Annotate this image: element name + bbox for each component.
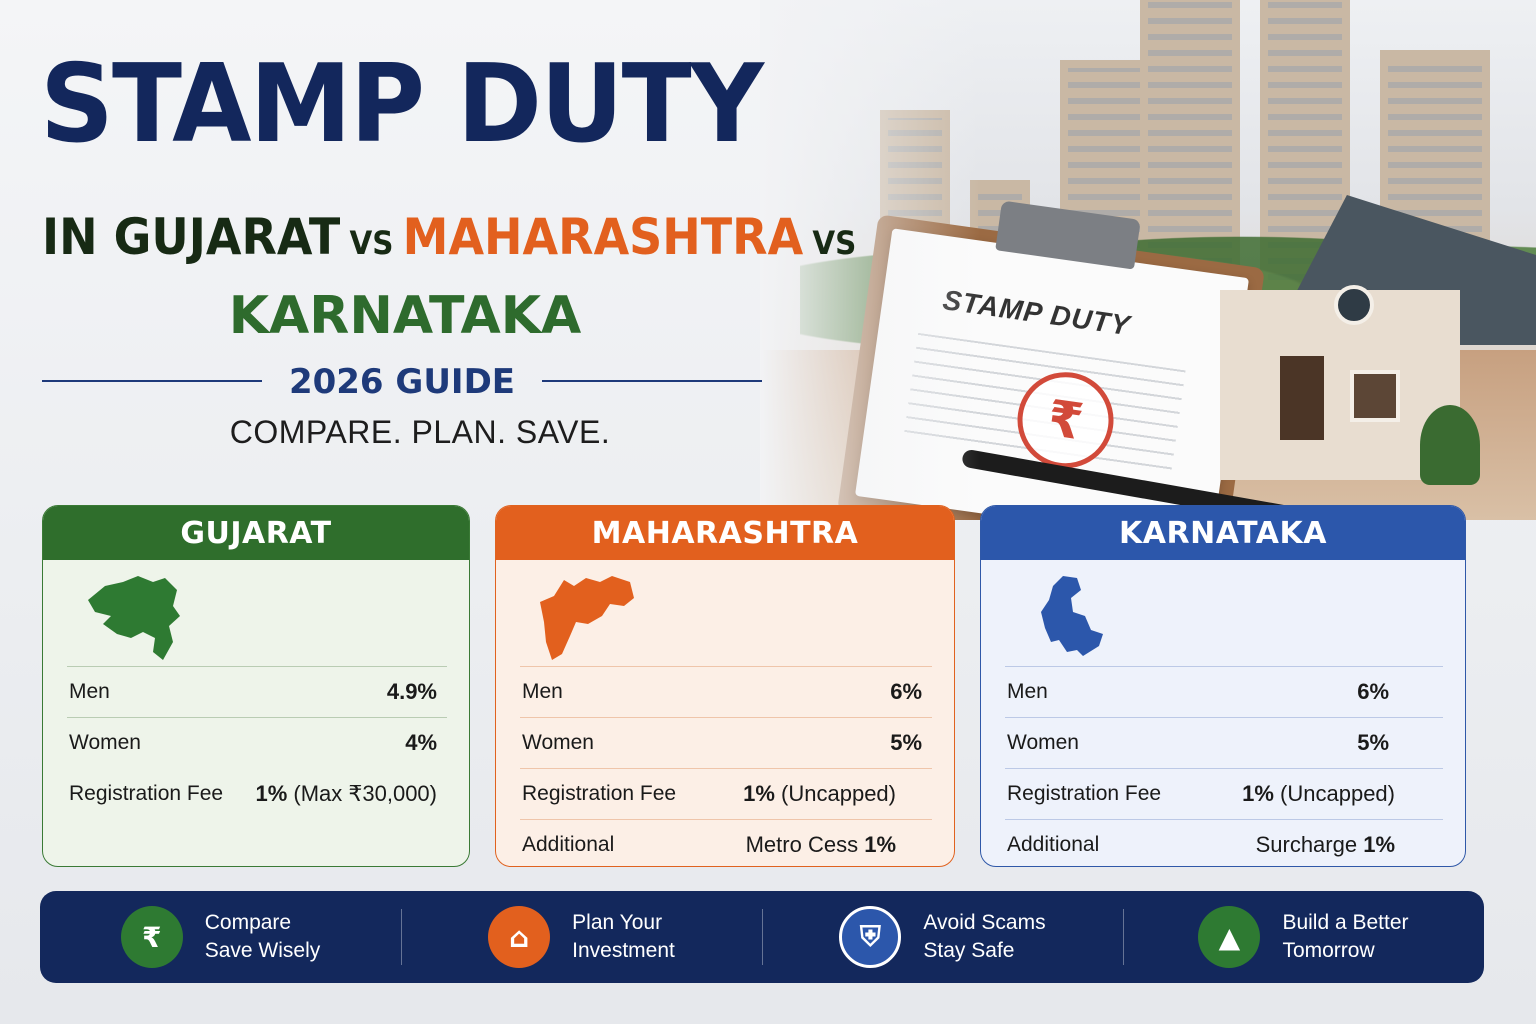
guide-row: 2026 GUIDE bbox=[42, 360, 762, 404]
divider bbox=[42, 380, 262, 382]
feature-line: Save Wisely bbox=[204, 939, 321, 962]
card-title: GUJARAT bbox=[43, 506, 469, 560]
guide-label: 2026 GUIDE bbox=[288, 362, 516, 402]
feature-line: Compare bbox=[204, 911, 292, 934]
growth-chart-icon: ▲ bbox=[1198, 906, 1261, 968]
maharashtra-map-icon bbox=[540, 576, 634, 660]
card-title: KARNATAKA bbox=[981, 506, 1465, 560]
karnataka-map-icon bbox=[1041, 576, 1103, 656]
feature-safety: ⛨ Avoid Scams Stay Safe bbox=[762, 891, 1123, 983]
feature-compare: ₹ Compare Save Wisely bbox=[40, 891, 401, 983]
divider bbox=[542, 380, 762, 382]
tagline: COMPARE. PLAN. SAVE. bbox=[229, 414, 611, 450]
house-icon: ⌂ bbox=[488, 906, 551, 968]
features-bar: ₹ Compare Save Wisely ⌂ Plan Your Invest… bbox=[40, 891, 1484, 983]
row-additional: Additional Metro Cess 1% bbox=[520, 819, 932, 866]
feature-line: Plan Your bbox=[572, 911, 663, 934]
card-karnataka: KARNATAKA Men 6% Women 5% Registration F… bbox=[980, 505, 1466, 867]
feature-line: Build a Better bbox=[1282, 911, 1409, 934]
money-bag-icon: ₹ bbox=[120, 906, 183, 968]
row-men: Men 6% bbox=[520, 666, 932, 717]
feature-line: Tomorrow bbox=[1282, 939, 1375, 962]
subtitle-gujarat: IN GUJARAT bbox=[42, 208, 341, 266]
card-gujarat: GUJARAT Men 4.9% Women 4% Registration F… bbox=[42, 505, 470, 867]
row-women: Women 5% bbox=[1005, 717, 1443, 768]
gujarat-map-icon bbox=[88, 576, 180, 660]
feature-line: Avoid Scams bbox=[923, 911, 1046, 934]
hero-illustration: STAMP DUTY ₹ bbox=[760, 0, 1536, 520]
feature-future: ▲ Build a Better Tomorrow bbox=[1123, 891, 1484, 983]
row-registration-fee: Registration Fee 1% (Uncapped) bbox=[1005, 768, 1443, 819]
row-women: Women 4% bbox=[67, 717, 447, 768]
page-title: STAMP DUTY bbox=[40, 42, 764, 167]
vs-label: VS bbox=[812, 224, 857, 262]
subtitle-maharashtra: MAHARASHTRA bbox=[402, 208, 804, 266]
row-men: Men 4.9% bbox=[67, 666, 447, 717]
feature-plan: ⌂ Plan Your Investment bbox=[401, 891, 762, 983]
row-men: Men 6% bbox=[1005, 666, 1443, 717]
subtitle-line: IN GUJARAT VS MAHARASHTRA VS bbox=[42, 208, 866, 266]
feature-line: Investment bbox=[572, 939, 675, 962]
card-maharashtra: MAHARASHTRA Men 6% Women 5% Registration… bbox=[495, 505, 955, 867]
row-additional: Additional Surcharge 1% bbox=[1005, 819, 1443, 866]
subtitle-karnataka: KARNATAKA bbox=[228, 286, 582, 346]
row-registration-fee: Registration Fee 1% (Uncapped) bbox=[520, 768, 932, 819]
row-women: Women 5% bbox=[520, 717, 932, 768]
card-title: MAHARASHTRA bbox=[496, 506, 954, 560]
vs-label: VS bbox=[349, 224, 394, 262]
shield-icon: ⛨ bbox=[839, 906, 902, 968]
feature-line: Stay Safe bbox=[923, 939, 1015, 962]
row-registration-fee: Registration Fee 1% (Max ₹30,000) bbox=[69, 781, 437, 806]
